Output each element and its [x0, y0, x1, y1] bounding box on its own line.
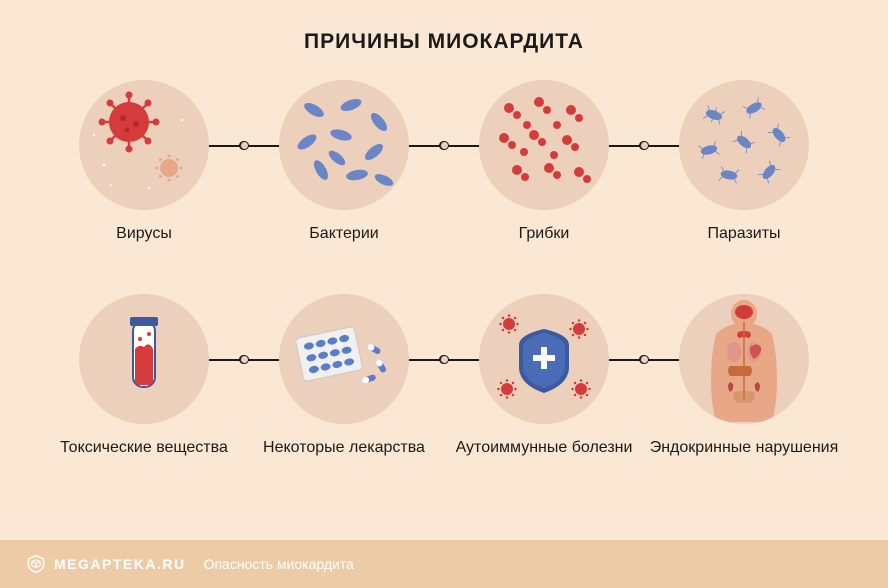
autoimmune-icon — [479, 294, 609, 424]
parasites-icon — [679, 80, 809, 210]
page-title: ПРИЧИНЫ МИОКАРДИТА — [0, 0, 888, 80]
cause-label: Бактерии — [309, 224, 378, 264]
toxic-icon — [79, 294, 209, 424]
cause-item-virus: Вирусы — [44, 80, 244, 264]
brand-logo: MEGAPTEKA.RU — [26, 554, 186, 574]
cause-item-bacteria: Бактерии — [244, 80, 444, 264]
cause-item-pills: Некоторые лекарства — [244, 294, 444, 478]
footer-subtitle: Опасность миокардита — [204, 556, 354, 572]
bacteria-icon — [279, 80, 409, 210]
causes-row-1: Вирусы Бактерии — [0, 80, 888, 264]
cause-item-endocrine: Эндокринные нарушения — [644, 294, 844, 478]
causes-row-2: Токсические вещества Некоторые лекарства — [0, 294, 888, 478]
footer: MEGAPTEKA.RU Опасность миокардита — [0, 540, 888, 588]
fungi-icon — [479, 80, 609, 210]
cause-label: Некоторые лекарства — [263, 438, 425, 478]
cause-label: Аутоиммунные болезни — [456, 438, 633, 478]
endocrine-icon — [679, 294, 809, 424]
cause-label: Эндокринные нарушения — [650, 438, 839, 478]
logo-icon — [26, 554, 46, 574]
cause-item-fungi: Грибки — [444, 80, 644, 264]
virus-icon — [79, 80, 209, 210]
brand-text: MEGAPTEKA.RU — [54, 556, 186, 572]
cause-item-toxic: Токсические вещества — [44, 294, 244, 478]
cause-label: Паразиты — [707, 224, 780, 264]
cause-item-parasites: Паразиты — [644, 80, 844, 264]
cause-item-autoimmune: Аутоиммунные болезни — [444, 294, 644, 478]
cause-label: Токсические вещества — [60, 438, 228, 478]
cause-label: Вирусы — [116, 224, 172, 264]
cause-label: Грибки — [519, 224, 570, 264]
pills-icon — [279, 294, 409, 424]
